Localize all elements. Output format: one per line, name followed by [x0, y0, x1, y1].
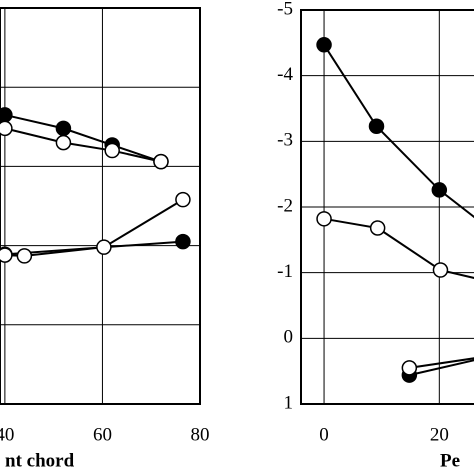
data-point — [432, 262, 449, 278]
plot-frame — [300, 9, 474, 405]
data-point — [0, 107, 13, 123]
data-point — [0, 120, 13, 137]
x-tick-label: 80 — [191, 424, 210, 445]
data-point — [0, 247, 13, 263]
data-point — [175, 233, 191, 250]
x-tick-label: 20 — [430, 424, 449, 445]
y-tick-label: -4 — [277, 64, 293, 85]
data-point — [316, 211, 332, 227]
y-tick-label: 1 — [284, 392, 294, 413]
data-point — [431, 182, 448, 198]
x-tick-label: 40 — [0, 424, 14, 445]
data-point — [55, 120, 72, 137]
series-line — [323, 44, 474, 219]
series-line — [409, 359, 474, 377]
data-point — [16, 248, 33, 264]
x-tick-label: 0 — [319, 424, 329, 445]
x-axis-label: Pe — [440, 450, 460, 471]
series-line — [409, 357, 474, 369]
data-point — [401, 360, 418, 376]
series-line — [323, 217, 474, 279]
data-point — [104, 142, 120, 159]
y-tick-label: -5 — [277, 0, 293, 19]
x-tick-label: 60 — [93, 424, 112, 445]
data-point — [316, 37, 332, 53]
plot-frame — [0, 7, 201, 405]
x-axis-label: nt chord — [5, 450, 75, 471]
y-tick-label: -2 — [277, 195, 293, 216]
series-line — [4, 113, 162, 163]
series-line — [4, 198, 184, 257]
y-tick-label: -1 — [277, 261, 293, 282]
y-tick-label: -3 — [277, 130, 293, 151]
series-line — [4, 127, 162, 163]
data-point — [175, 191, 191, 208]
data-point — [368, 118, 385, 134]
data-point — [55, 134, 72, 151]
y-tick-label: 0 — [284, 327, 294, 348]
data-point — [96, 239, 112, 255]
data-point — [369, 220, 386, 236]
data-point — [153, 153, 169, 170]
